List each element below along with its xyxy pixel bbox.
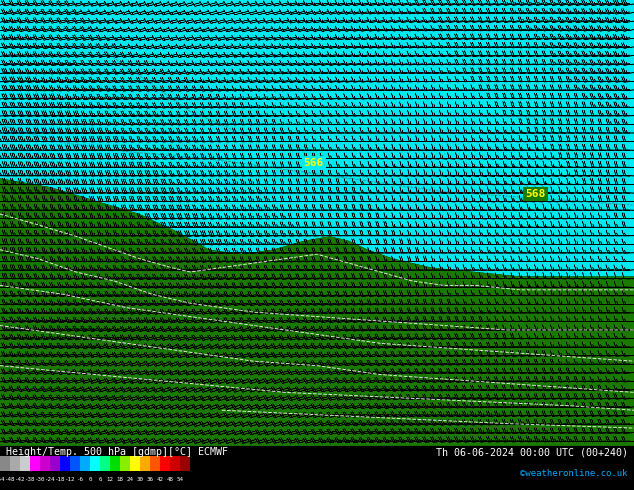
Bar xyxy=(20,456,30,471)
Text: -18: -18 xyxy=(55,477,65,482)
Text: -6: -6 xyxy=(77,477,84,482)
Text: 36: 36 xyxy=(146,477,153,482)
Text: 0: 0 xyxy=(88,477,92,482)
Bar xyxy=(0,456,10,471)
Text: -30: -30 xyxy=(35,477,45,482)
Bar xyxy=(60,456,70,471)
Bar xyxy=(30,456,40,471)
Bar xyxy=(70,456,80,471)
Text: ©weatheronline.co.uk: ©weatheronline.co.uk xyxy=(520,469,628,478)
Text: Height/Temp. 500 hPa [gdmp][°C] ECMWF: Height/Temp. 500 hPa [gdmp][°C] ECMWF xyxy=(6,447,228,457)
Text: 566: 566 xyxy=(304,158,324,168)
Bar xyxy=(110,456,120,471)
Text: -24: -24 xyxy=(45,477,55,482)
Text: 30: 30 xyxy=(137,477,144,482)
Polygon shape xyxy=(0,0,634,276)
Text: -42: -42 xyxy=(15,477,25,482)
Text: 6: 6 xyxy=(98,477,102,482)
Bar xyxy=(140,456,150,471)
Bar xyxy=(130,456,140,471)
Bar xyxy=(180,456,190,471)
Bar xyxy=(120,456,130,471)
Text: -48: -48 xyxy=(5,477,15,482)
Bar xyxy=(10,456,20,471)
Bar xyxy=(90,456,100,471)
Bar xyxy=(160,456,170,471)
Text: -38: -38 xyxy=(25,477,36,482)
Bar xyxy=(50,456,60,471)
Text: 42: 42 xyxy=(157,477,164,482)
Text: 24: 24 xyxy=(127,477,134,482)
Polygon shape xyxy=(0,178,634,446)
Text: 54: 54 xyxy=(177,477,184,482)
Text: -54: -54 xyxy=(0,477,5,482)
Text: 48: 48 xyxy=(167,477,174,482)
Bar xyxy=(80,456,90,471)
Text: -12: -12 xyxy=(65,477,75,482)
Bar xyxy=(40,456,50,471)
Text: 568: 568 xyxy=(526,189,546,199)
Bar xyxy=(100,456,110,471)
Text: 18: 18 xyxy=(117,477,124,482)
Bar xyxy=(170,456,180,471)
Bar xyxy=(150,456,160,471)
Text: Th 06-06-2024 00:00 UTC (00+240): Th 06-06-2024 00:00 UTC (00+240) xyxy=(436,447,628,457)
Text: 12: 12 xyxy=(107,477,113,482)
